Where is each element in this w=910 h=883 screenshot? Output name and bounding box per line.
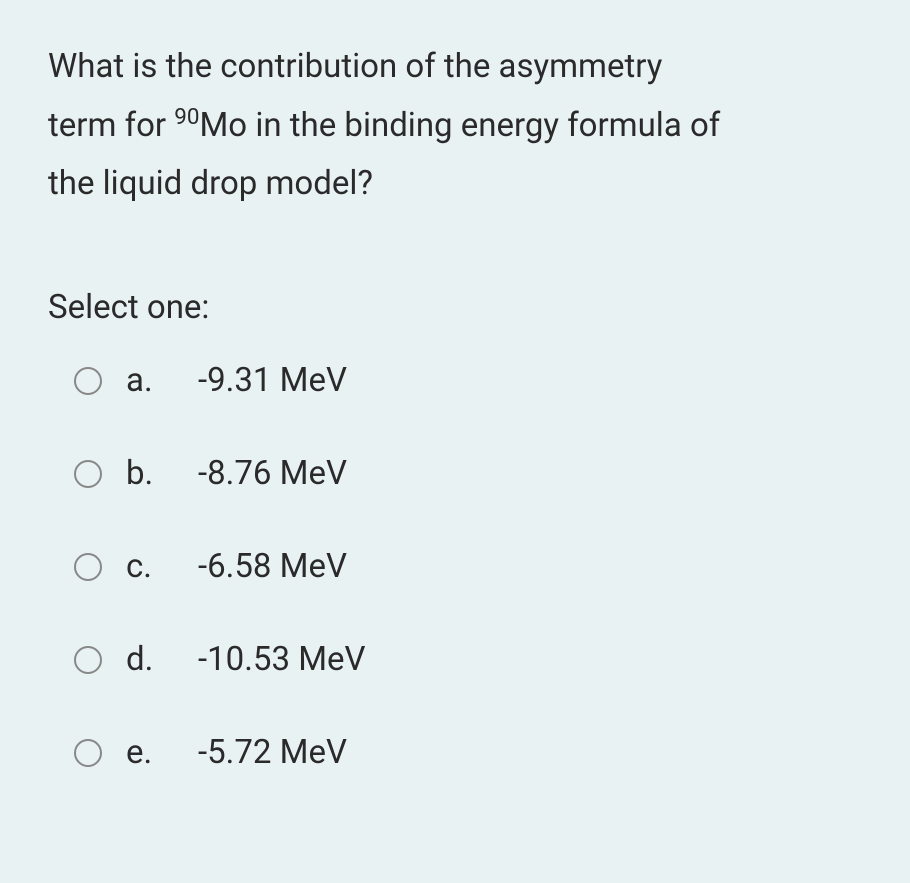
question-line-3: the liquid drop model?: [48, 164, 373, 203]
option-c[interactable]: c. -6.58 MeV: [74, 547, 862, 586]
option-letter: c.: [126, 547, 174, 586]
option-text: -5.72 MeV: [198, 733, 347, 772]
radio-icon[interactable]: [74, 739, 102, 767]
question-superscript: 90: [174, 104, 199, 130]
option-letter: d.: [126, 640, 174, 679]
option-text: -10.53 MeV: [198, 640, 366, 679]
question-element: Mo: [200, 106, 248, 145]
option-text: -8.76 MeV: [198, 454, 347, 493]
option-b[interactable]: b. -8.76 MeV: [74, 454, 862, 493]
option-letter: e.: [126, 733, 174, 772]
option-letter: b.: [126, 454, 174, 493]
option-d[interactable]: d. -10.53 MeV: [74, 640, 862, 679]
radio-icon[interactable]: [74, 646, 102, 674]
question-line-2-post: in the binding energy formula of: [247, 106, 720, 145]
radio-icon[interactable]: [74, 553, 102, 581]
option-text: -9.31 MeV: [198, 361, 347, 400]
radio-icon[interactable]: [74, 460, 102, 488]
radio-icon[interactable]: [74, 367, 102, 395]
question-text: What is the contribution of the asymmetr…: [48, 38, 862, 214]
option-letter: a.: [126, 361, 174, 400]
option-e[interactable]: e. -5.72 MeV: [74, 733, 862, 772]
select-one-label: Select one:: [48, 288, 862, 327]
options-group: a. -9.31 MeV b. -8.76 MeV c. -6.58 MeV d…: [48, 361, 862, 772]
option-a[interactable]: a. -9.31 MeV: [74, 361, 862, 400]
question-line-1: What is the contribution of the asymmetr…: [48, 47, 662, 86]
question-line-2-pre: term for: [48, 106, 174, 145]
option-text: -6.58 MeV: [198, 547, 347, 586]
